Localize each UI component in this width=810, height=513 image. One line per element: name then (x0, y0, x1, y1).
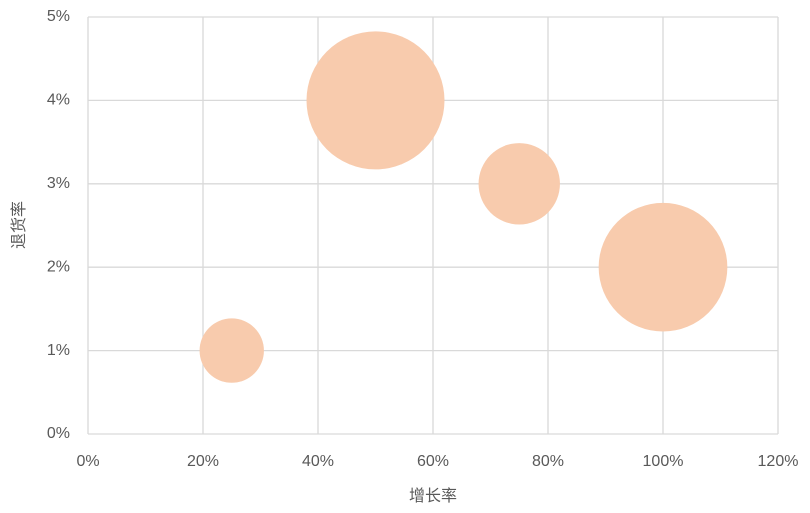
y-tick-label: 4% (47, 92, 70, 109)
x-tick-label: 40% (302, 453, 334, 470)
y-tick-label: 3% (47, 175, 70, 192)
bubble (306, 31, 445, 170)
x-tick-label: 0% (76, 453, 99, 470)
y-tick-label: 1% (47, 342, 70, 359)
y-axis-label: 退货率 (10, 201, 28, 249)
x-tick-label: 20% (187, 453, 219, 470)
x-tick-label: 100% (643, 453, 684, 470)
x-tick-label: 80% (532, 453, 564, 470)
y-tick-label: 5% (47, 8, 70, 25)
bubble (199, 318, 264, 383)
x-tick-label: 120% (758, 453, 799, 470)
bubble (598, 202, 728, 332)
x-axis-label: 增长率 (409, 487, 457, 505)
y-tick-label: 2% (47, 258, 70, 275)
x-tick-label: 60% (417, 453, 449, 470)
y-tick-label: 0% (47, 425, 70, 442)
bubble (478, 143, 560, 225)
